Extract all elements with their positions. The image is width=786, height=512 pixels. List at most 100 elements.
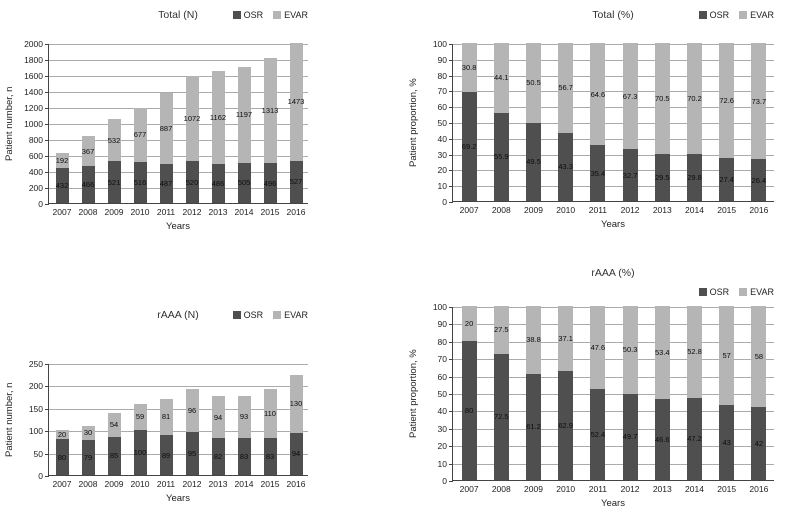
bar-value-label: 80 bbox=[464, 405, 474, 415]
bar-value-label: 52.8 bbox=[687, 347, 702, 357]
gridline bbox=[453, 411, 774, 413]
bar-segment-osr bbox=[622, 393, 638, 480]
gridline bbox=[453, 59, 774, 61]
bar-value-label: 367 bbox=[81, 146, 95, 156]
y-tick-label: 40 bbox=[437, 133, 447, 144]
bar-value-label: 487 bbox=[159, 179, 173, 189]
gridline bbox=[453, 123, 774, 124]
bar-segment-evar bbox=[751, 42, 767, 160]
bar-segment-osr bbox=[55, 168, 69, 203]
gridline bbox=[453, 186, 774, 188]
y-tick-mark bbox=[449, 359, 453, 361]
bar-segment-evar bbox=[654, 43, 670, 155]
bar-value-label: 85 bbox=[109, 451, 119, 461]
bar-segment-evar bbox=[654, 306, 670, 399]
y-tick-mark bbox=[45, 156, 49, 157]
legend-swatch-osr bbox=[232, 11, 241, 19]
gridline bbox=[453, 154, 774, 156]
bar-segment-osr bbox=[185, 161, 199, 203]
legend-label: EVAR bbox=[750, 10, 774, 20]
bar-segment-evar bbox=[133, 107, 147, 162]
y-tick-label: 50 bbox=[33, 448, 43, 459]
gridline bbox=[453, 428, 774, 430]
bar-value-label: 73.7 bbox=[751, 96, 767, 106]
chart-body: Patient number, n 0 200 400 600 800 1000 1200 14… bbox=[0, 39, 350, 232]
x-tick-label: 2010 bbox=[130, 207, 150, 217]
y-tick-mark bbox=[45, 92, 49, 93]
y-axis-title: Patient proportion, % bbox=[408, 349, 419, 439]
y-tick-label: 60 bbox=[437, 102, 447, 113]
x-axis-title: Years bbox=[166, 493, 190, 504]
x-tick-label: 2016 bbox=[286, 207, 306, 217]
bar-segment-evar bbox=[185, 75, 199, 162]
legend-label: EVAR bbox=[284, 310, 308, 320]
bar-value-label: 80 bbox=[57, 452, 67, 462]
legend: OSR EVAR bbox=[232, 310, 308, 320]
x-tick-label: 2015 bbox=[260, 207, 280, 217]
y-tick-mark bbox=[449, 202, 453, 203]
y-tick-label: 100 bbox=[28, 426, 43, 437]
bar-value-label: 79 bbox=[83, 452, 93, 462]
bar-value-label: 54 bbox=[109, 420, 119, 430]
bar-value-label: 46.6 bbox=[654, 434, 670, 444]
y-tick-label: 600 bbox=[28, 151, 43, 161]
legend-label: OSR bbox=[243, 10, 264, 20]
bar-segment-osr bbox=[55, 439, 69, 475]
bar-segment-evar bbox=[289, 374, 303, 433]
legend: OSR EVAR bbox=[698, 10, 774, 20]
chart-body: Patient proportion, % 0 10 20 30 40 50 60 70 80 90… bbox=[350, 39, 786, 230]
bar-value-label: 49.7 bbox=[622, 432, 638, 442]
gridline bbox=[453, 107, 774, 109]
gridline bbox=[49, 364, 308, 365]
gridline bbox=[49, 172, 308, 173]
y-tick-label: 1000 bbox=[24, 119, 43, 129]
bar-value-label: 1072 bbox=[183, 114, 201, 124]
bar-segment-evar bbox=[237, 66, 251, 163]
y-tick-mark bbox=[45, 124, 49, 125]
y-tick-label: 50 bbox=[437, 118, 447, 128]
bar-segment-evar bbox=[687, 43, 702, 154]
bar-value-label: 50.3 bbox=[622, 345, 638, 355]
gridline bbox=[49, 124, 308, 125]
y-tick-label: 0 bbox=[38, 471, 43, 481]
bar-segment-evar bbox=[461, 43, 477, 92]
bar-value-label: 94 bbox=[213, 412, 223, 422]
bar-value-label: 44.1 bbox=[493, 73, 509, 83]
y-tick-label: 200 bbox=[28, 381, 43, 392]
x-tick-label: 2014 bbox=[685, 205, 704, 215]
chart-body: Patient proportion, % 0 10 20 30 40 50 60 70 80 90… bbox=[350, 302, 786, 509]
x-tick-label: 2015 bbox=[260, 479, 280, 489]
x-tick-label: 2012 bbox=[620, 484, 640, 494]
x-tick-label: 2008 bbox=[78, 479, 98, 489]
x-tick-label: 2016 bbox=[286, 479, 306, 489]
bar-value-label: 64.6 bbox=[590, 89, 606, 99]
y-tick-label: 20 bbox=[437, 165, 447, 176]
y-tick-label: 0 bbox=[442, 197, 447, 207]
legend-item-osr: OSR bbox=[232, 310, 263, 320]
bar-value-label: 53.4 bbox=[654, 347, 670, 357]
chart-body: Patient number, n 0 50 100 150 200 250 80 20 2007… bbox=[0, 359, 350, 504]
bar-segment-osr bbox=[159, 435, 173, 475]
legend: OSR EVAR bbox=[452, 287, 774, 297]
bar-value-label: 72.5 bbox=[493, 412, 509, 422]
gridline bbox=[453, 307, 774, 308]
chart-header: Total (%) OSR EVAR bbox=[452, 8, 774, 22]
y-tick-mark bbox=[45, 188, 49, 189]
bar-segment-osr bbox=[526, 373, 541, 480]
bar-segment-osr bbox=[461, 91, 477, 201]
y-tick-mark bbox=[45, 108, 49, 109]
x-tick-label: 2008 bbox=[78, 207, 98, 217]
bar-segment-evar bbox=[263, 388, 277, 438]
x-tick-label: 2008 bbox=[491, 205, 511, 215]
gridline bbox=[453, 446, 774, 448]
bar-segment-osr bbox=[654, 154, 670, 201]
y-tick-mark bbox=[45, 476, 49, 477]
bar-value-label: 1473 bbox=[287, 97, 305, 107]
plot-area: 0 200 400 600 800 1000 1200 1400 1600 1800 2000 432… bbox=[24, 39, 308, 217]
gridline bbox=[49, 386, 308, 388]
y-tick-label: 2000 bbox=[24, 39, 43, 49]
gridline bbox=[453, 138, 774, 140]
x-tick-label: 2012 bbox=[182, 207, 202, 217]
y-tick-label: 150 bbox=[28, 403, 43, 414]
x-tick-label: 2013 bbox=[208, 207, 228, 217]
